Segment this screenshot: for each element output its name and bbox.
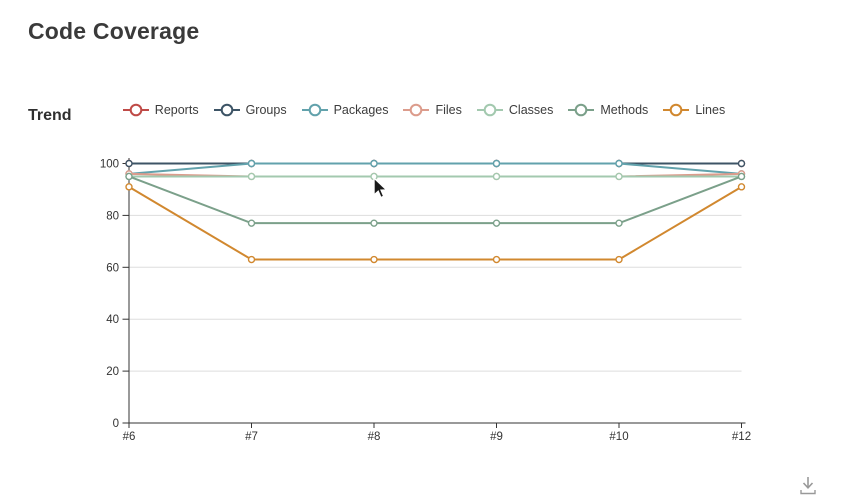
legend-label: Methods xyxy=(600,103,649,117)
legend-item-files: Files xyxy=(403,103,462,117)
x-tick-label: #6 xyxy=(123,431,136,443)
x-tick-label: #12 xyxy=(732,431,751,443)
series-point-lines xyxy=(492,255,501,264)
series-point-classes xyxy=(247,172,256,181)
legend-marker-icon xyxy=(663,103,690,117)
series-point-methods xyxy=(370,219,378,227)
series-point-methods xyxy=(492,219,501,227)
x-tick-label: #10 xyxy=(609,431,628,443)
legend-label: Lines xyxy=(695,103,726,117)
series-point-packages xyxy=(615,159,623,168)
y-tick-label: 100 xyxy=(100,159,119,171)
trend-section-title: Trend xyxy=(28,107,72,124)
legend-item-classes: Classes xyxy=(476,103,554,117)
legend-marker-icon xyxy=(122,103,149,117)
y-tick-label: 80 xyxy=(106,210,119,222)
legend-label: Reports xyxy=(154,103,199,117)
y-tick-label: 40 xyxy=(106,314,119,326)
series-point-groups xyxy=(125,159,133,168)
series-point-classes xyxy=(492,172,501,181)
legend-item-lines: Lines xyxy=(663,103,725,117)
series-line-methods xyxy=(128,175,742,225)
page-title: Code Coverage xyxy=(28,18,200,45)
series-point-packages xyxy=(370,159,378,168)
y-tick-label: 0 xyxy=(113,418,119,430)
series-point-groups xyxy=(737,159,746,168)
legend-label: Files xyxy=(435,103,462,117)
download-icon xyxy=(800,477,816,495)
series-line-packages xyxy=(128,162,742,175)
series-point-lines xyxy=(370,255,378,264)
series-point-lines xyxy=(737,183,746,191)
series-point-methods xyxy=(615,219,623,227)
download-chart-button[interactable] xyxy=(794,472,822,500)
legend-marker-icon xyxy=(568,103,595,117)
series-point-lines xyxy=(125,183,133,191)
legend-item-packages: Packages xyxy=(301,103,389,117)
chart-legend: Reports Groups Packages Files Classes Methods… xyxy=(0,103,848,117)
legend-item-methods: Methods xyxy=(568,103,648,117)
series-point-packages xyxy=(247,159,256,168)
x-tick-label: #8 xyxy=(368,431,381,443)
legend-marker-icon xyxy=(403,103,430,117)
series-point-lines xyxy=(615,255,623,264)
legend-marker-icon xyxy=(476,103,503,117)
legend-marker-icon xyxy=(301,103,328,117)
series-point-classes xyxy=(615,172,623,181)
legend-label: Classes xyxy=(508,103,554,117)
y-tick-label: 20 xyxy=(106,366,119,378)
series-line-lines xyxy=(128,185,743,261)
series-point-methods xyxy=(737,172,746,181)
legend-marker-icon xyxy=(213,103,240,117)
x-tick-label: #9 xyxy=(490,431,503,443)
legend-item-groups: Groups xyxy=(213,103,287,117)
series-point-methods xyxy=(125,172,133,181)
legend-label: Packages xyxy=(333,103,389,117)
legend-item-reports: Reports xyxy=(122,103,199,117)
legend-label: Groups xyxy=(245,103,287,117)
x-tick-label: #7 xyxy=(245,431,258,443)
y-tick-label: 60 xyxy=(106,262,119,274)
series-point-classes xyxy=(370,172,378,181)
series-point-lines xyxy=(247,255,256,264)
series-point-packages xyxy=(492,159,501,168)
series-point-methods xyxy=(247,219,256,227)
